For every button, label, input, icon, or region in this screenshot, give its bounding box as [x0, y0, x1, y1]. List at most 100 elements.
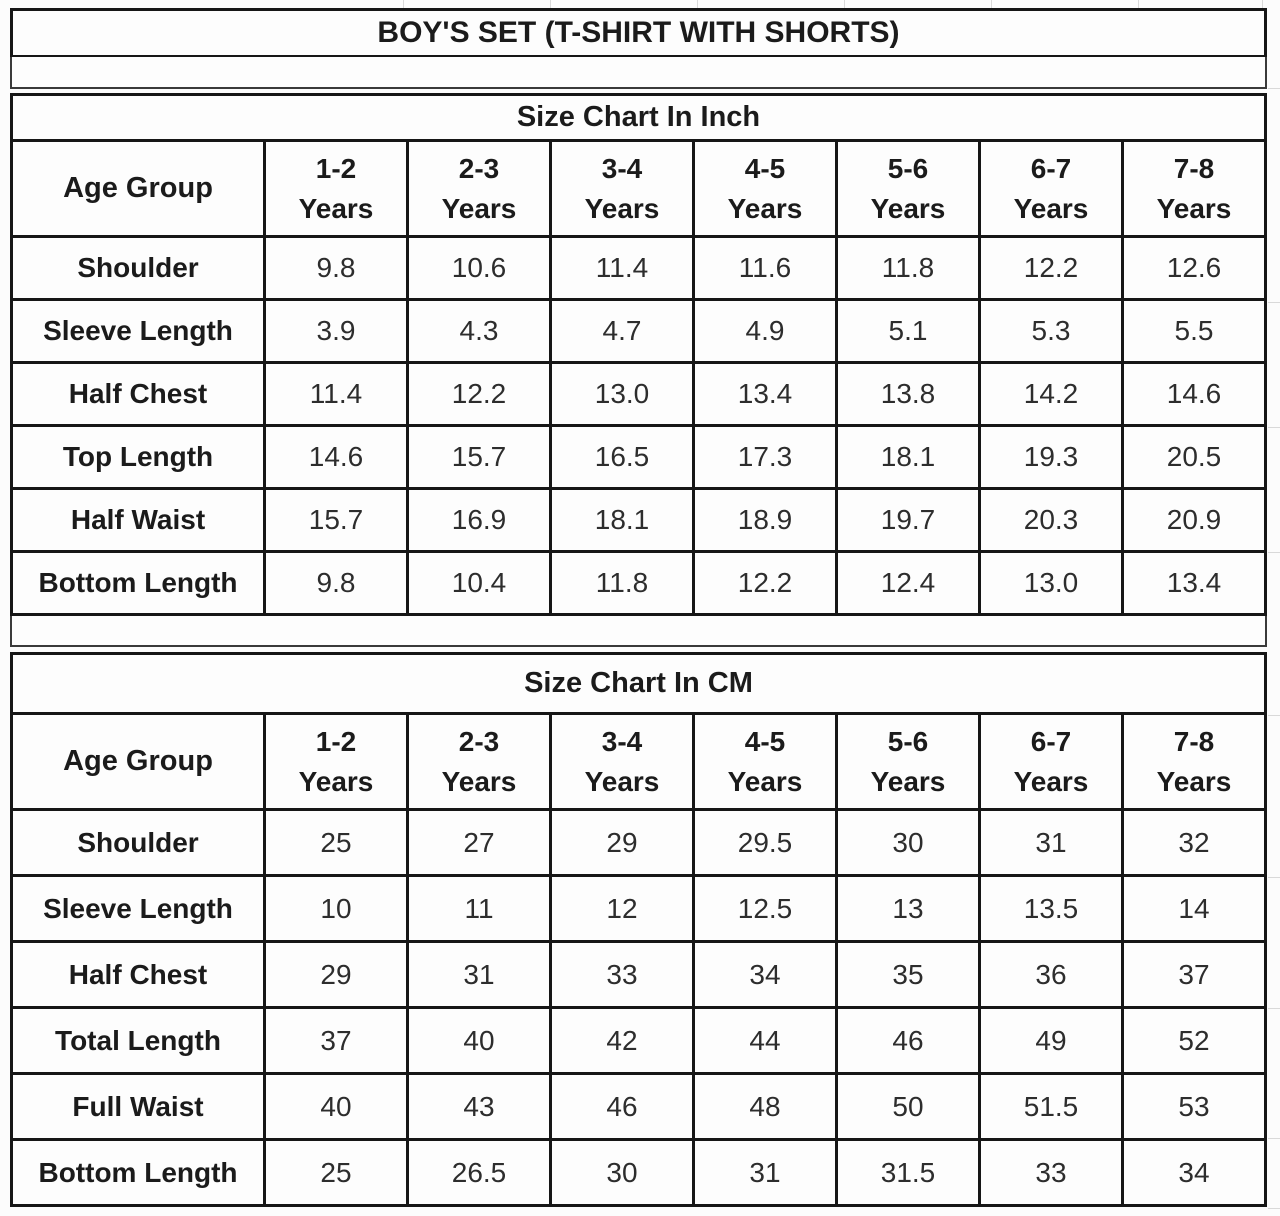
size-value-cell: 19.7	[835, 487, 981, 553]
size-value-cell: 14.2	[978, 361, 1124, 427]
age-unit: Years	[1156, 192, 1232, 224]
age-unit: Years	[584, 192, 660, 224]
size-value-cell: 18.1	[835, 424, 981, 490]
size-value-cell: 43	[406, 1072, 552, 1141]
age-unit: Years	[584, 765, 660, 797]
size-value-cell: 42	[549, 1006, 695, 1075]
table-title-inch: Size Chart In Inch	[10, 93, 1267, 142]
size-value-cell: 31	[978, 808, 1124, 877]
size-value-cell: 50	[835, 1072, 981, 1141]
row-label: Half Waist	[10, 487, 266, 553]
size-value-cell: 14.6	[1121, 361, 1267, 427]
table-row: Total Length 37 40 42 44 46 49 52	[10, 1006, 1267, 1075]
size-value-cell: 10	[263, 874, 409, 943]
column-header: 3-4 Years	[549, 712, 695, 811]
size-value-cell: 11.8	[549, 550, 695, 616]
row-label: Bottom Length	[10, 550, 266, 616]
spreadsheet-gridline	[1268, 88, 1280, 89]
age-group-header: Age Group	[10, 139, 266, 238]
age-unit: Years	[298, 765, 374, 797]
table-row: Sleeve Length 3.9 4.3 4.7 4.9 5.1 5.3 5.…	[10, 298, 1267, 364]
row-label: Top Length	[10, 424, 266, 490]
spreadsheet-gridline	[1138, 0, 1139, 9]
table-title-cm: Size Chart In CM	[10, 652, 1267, 715]
size-value-cell: 25	[263, 808, 409, 877]
age-range: 5-6	[887, 152, 929, 184]
size-value-cell: 49	[978, 1006, 1124, 1075]
size-value-cell: 20.5	[1121, 424, 1267, 490]
size-value-cell: 13.0	[549, 361, 695, 427]
size-value-cell: 33	[549, 940, 695, 1009]
size-value-cell: 16.9	[406, 487, 552, 553]
age-unit: Years	[727, 192, 803, 224]
size-value-cell: 31.5	[835, 1138, 981, 1207]
size-value-cell: 11.4	[549, 235, 695, 301]
table-row: Bottom Length 25 26.5 30 31 31.5 33 34	[10, 1138, 1267, 1207]
size-value-cell: 15.7	[263, 487, 409, 553]
age-unit: Years	[870, 192, 946, 224]
row-label: Total Length	[10, 1006, 266, 1075]
page-title: BOY'S SET (T-SHIRT WITH SHORTS)	[10, 8, 1267, 58]
size-value-cell: 4.9	[692, 298, 838, 364]
size-value-cell: 46	[835, 1006, 981, 1075]
size-value-cell: 40	[263, 1072, 409, 1141]
size-value-cell: 32	[1121, 808, 1267, 877]
size-value-cell: 13.8	[835, 361, 981, 427]
row-label: Half Chest	[10, 940, 266, 1009]
size-value-cell: 5.5	[1121, 298, 1267, 364]
column-header: 3-4 Years	[549, 139, 695, 238]
age-range: 3-4	[601, 152, 643, 184]
size-value-cell: 44	[692, 1006, 838, 1075]
age-range: 4-5	[744, 152, 786, 184]
size-value-cell: 11.6	[692, 235, 838, 301]
size-value-cell: 5.3	[978, 298, 1124, 364]
size-value-cell: 13	[835, 874, 981, 943]
size-value-cell: 17.3	[692, 424, 838, 490]
size-value-cell: 9.8	[263, 550, 409, 616]
size-value-cell: 34	[1121, 1138, 1267, 1207]
age-range: 7-8	[1173, 725, 1215, 757]
size-value-cell: 12.2	[978, 235, 1124, 301]
age-unit: Years	[1013, 192, 1089, 224]
row-label: Shoulder	[10, 808, 266, 877]
spreadsheet-gridline	[1268, 427, 1280, 428]
spreadsheet-gridline	[1268, 715, 1280, 716]
size-value-cell: 18.9	[692, 487, 838, 553]
age-range: 2-3	[458, 152, 500, 184]
age-range: 6-7	[1030, 152, 1072, 184]
size-value-cell: 36	[978, 940, 1124, 1009]
size-value-cell: 4.7	[549, 298, 695, 364]
size-value-cell: 3.9	[263, 298, 409, 364]
size-value-cell: 27	[406, 808, 552, 877]
column-header: 2-3 Years	[406, 712, 552, 811]
size-value-cell: 34	[692, 940, 838, 1009]
size-value-cell: 13.5	[978, 874, 1124, 943]
age-unit: Years	[1013, 765, 1089, 797]
size-value-cell: 15.7	[406, 424, 552, 490]
age-range: 1-2	[315, 152, 357, 184]
spreadsheet-gridline	[1268, 877, 1280, 878]
table-row: Half Chest 11.4 12.2 13.0 13.4 13.8 14.2…	[10, 361, 1267, 427]
age-group-header: Age Group	[10, 712, 266, 811]
size-value-cell: 13.0	[978, 550, 1124, 616]
size-value-cell: 20.9	[1121, 487, 1267, 553]
size-value-cell: 14	[1121, 874, 1267, 943]
table-row: Top Length 14.6 15.7 16.5 17.3 18.1 19.3…	[10, 424, 1267, 490]
size-value-cell: 13.4	[692, 361, 838, 427]
size-value-cell: 53	[1121, 1072, 1267, 1141]
age-range: 4-5	[744, 725, 786, 757]
size-value-cell: 30	[549, 1138, 695, 1207]
column-header: 7-8 Years	[1121, 139, 1267, 238]
age-unit: Years	[441, 765, 517, 797]
row-label: Half Chest	[10, 361, 266, 427]
size-value-cell: 9.8	[263, 235, 409, 301]
size-value-cell: 10.6	[406, 235, 552, 301]
size-value-cell: 5.1	[835, 298, 981, 364]
spreadsheet-gridline	[844, 0, 845, 9]
age-range: 7-8	[1173, 152, 1215, 184]
size-value-cell: 18.1	[549, 487, 695, 553]
table-row: Shoulder 25 27 29 29.5 30 31 32	[10, 808, 1267, 877]
column-header: 6-7 Years	[978, 712, 1124, 811]
spreadsheet-gridline	[1268, 1208, 1280, 1209]
